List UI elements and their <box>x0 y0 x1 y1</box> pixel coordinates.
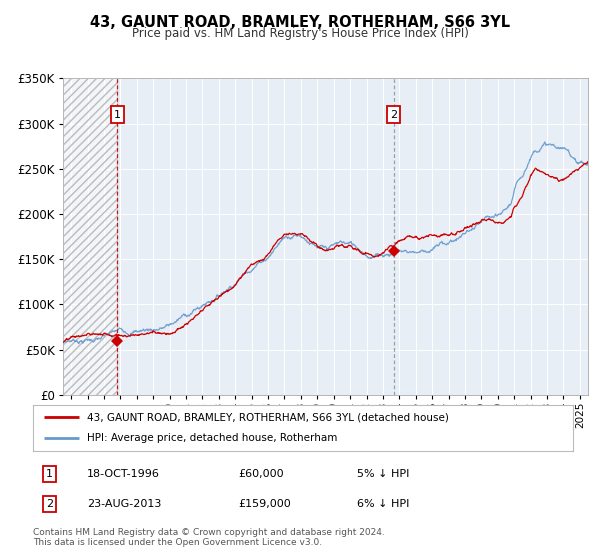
Text: 43, GAUNT ROAD, BRAMLEY, ROTHERHAM, S66 3YL: 43, GAUNT ROAD, BRAMLEY, ROTHERHAM, S66 … <box>90 15 510 30</box>
Text: Contains HM Land Registry data © Crown copyright and database right 2024.: Contains HM Land Registry data © Crown c… <box>33 528 385 536</box>
Text: 2: 2 <box>390 110 397 120</box>
Text: 2: 2 <box>46 499 53 509</box>
Text: 1: 1 <box>113 110 121 120</box>
Text: 6% ↓ HPI: 6% ↓ HPI <box>357 499 409 509</box>
Text: 23-AUG-2013: 23-AUG-2013 <box>87 499 161 509</box>
Text: HPI: Average price, detached house, Rotherham: HPI: Average price, detached house, Roth… <box>87 433 337 444</box>
Text: 1: 1 <box>46 469 53 479</box>
Text: 5% ↓ HPI: 5% ↓ HPI <box>357 469 409 479</box>
Text: This data is licensed under the Open Government Licence v3.0.: This data is licensed under the Open Gov… <box>33 538 322 547</box>
Text: 18-OCT-1996: 18-OCT-1996 <box>87 469 160 479</box>
Text: Price paid vs. HM Land Registry's House Price Index (HPI): Price paid vs. HM Land Registry's House … <box>131 27 469 40</box>
Text: £159,000: £159,000 <box>238 499 291 509</box>
Text: £60,000: £60,000 <box>238 469 284 479</box>
Text: 43, GAUNT ROAD, BRAMLEY, ROTHERHAM, S66 3YL (detached house): 43, GAUNT ROAD, BRAMLEY, ROTHERHAM, S66 … <box>87 412 449 422</box>
